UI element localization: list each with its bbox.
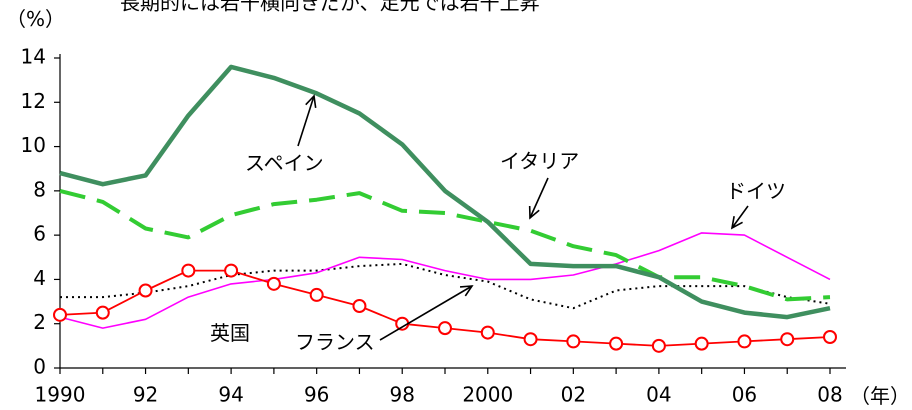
- data-point-uk: [95, 305, 110, 320]
- y-tick-label: 2: [33, 310, 46, 334]
- data-point-uk: [566, 334, 581, 349]
- data-point-uk: [480, 325, 495, 340]
- data-point-uk: [694, 336, 709, 351]
- y-tick-label: 12: [21, 89, 46, 113]
- annotation-arrow-italy: [529, 177, 549, 219]
- data-point-uk: [780, 332, 795, 347]
- annotation-italy: イタリア: [500, 149, 579, 173]
- annotation-arrow-germany-head: [730, 216, 743, 230]
- data-point-uk: [823, 330, 837, 344]
- x-tick-label: 08: [817, 383, 842, 407]
- y-tick-label: 6: [33, 222, 46, 246]
- data-point-uk: [737, 334, 752, 349]
- x-tick-label: 1990: [35, 383, 86, 407]
- x-tick-label: 94: [218, 383, 243, 407]
- data-point-uk: [138, 283, 153, 298]
- annotation-layer: スペイン イタリア ドイツ フランス 英国: [210, 94, 786, 354]
- x-tick-label: 06: [732, 383, 757, 407]
- annotation-arrow-spain: [297, 95, 315, 147]
- data-point-uk: [523, 332, 538, 347]
- y-axis-unit-label: （%）: [6, 7, 65, 31]
- annotation-arrow-france: [379, 285, 473, 341]
- chart-title: 長期的には若干横向きだが、足元では若干上昇: [120, 0, 540, 15]
- data-point-uk: [224, 263, 239, 278]
- x-tick-label: 02: [561, 383, 586, 407]
- annotation-spain: スペイン: [245, 151, 324, 175]
- y-tick-label: 8: [33, 177, 46, 201]
- series-line-italy: [59, 188, 831, 302]
- x-tick-label: 98: [389, 383, 414, 407]
- annotation-arrow-italy-head: [528, 205, 540, 220]
- x-axis-unit-label: （年）: [850, 384, 910, 408]
- series-line-germany: [59, 232, 831, 329]
- annotation-arrow-germany: [731, 205, 749, 229]
- x-tick-label: 04: [646, 383, 671, 407]
- y-tick-label: 0: [33, 355, 46, 379]
- data-point-uk: [181, 263, 196, 278]
- annotation-arrow-france-head: [459, 285, 474, 297]
- data-point-uk: [609, 336, 624, 351]
- annotation-arrow-spain-head: [305, 94, 317, 108]
- y-tick-label: 4: [33, 266, 46, 290]
- data-point-uk: [352, 299, 367, 313]
- annotation-germany: ドイツ: [726, 179, 786, 203]
- data-point-uk: [266, 276, 281, 291]
- x-tick-label: 92: [133, 383, 158, 407]
- series-layer: [53, 64, 837, 353]
- x-tick-label: 96: [304, 383, 329, 407]
- y-tick-label: 10: [21, 133, 46, 157]
- annotation-france: フランス: [295, 330, 375, 354]
- data-point-uk: [438, 321, 452, 336]
- series-line-spain: [59, 64, 831, 320]
- annotation-uk: 英国: [210, 321, 250, 345]
- series-line-france: [60, 262, 831, 310]
- data-point-uk: [651, 338, 666, 353]
- y-tick-label: 14: [21, 45, 46, 69]
- data-point-uk: [53, 307, 67, 322]
- data-point-uk: [309, 287, 324, 302]
- x-tick-label: 2000: [462, 383, 513, 407]
